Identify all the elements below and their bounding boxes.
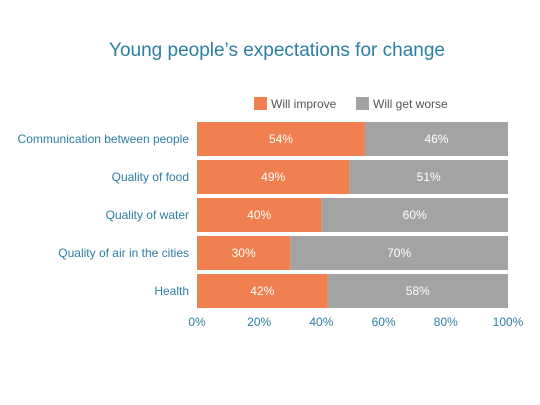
legend-swatch — [254, 97, 267, 110]
bar-segment-improve — [197, 122, 365, 156]
legend-label: Will get worse — [373, 97, 448, 111]
bar-segment-improve — [197, 236, 291, 270]
bar-segment-worse — [349, 160, 508, 194]
bar-value-label: 58% — [406, 284, 430, 298]
bar-value-label: 40% — [247, 208, 271, 222]
bar-value-label: 60% — [403, 208, 427, 222]
legend: Will improve Will get worse — [254, 97, 448, 111]
x-tick-label: 20% — [247, 315, 271, 329]
bar-segment-worse — [321, 198, 508, 232]
category-label: Quality of air in the cities — [58, 246, 189, 260]
legend-label: Will improve — [271, 97, 337, 111]
bar-segment-improve — [197, 160, 350, 194]
bar-segment-worse — [327, 274, 508, 308]
category-label: Health — [154, 284, 189, 298]
bar-segment-worse — [290, 236, 508, 270]
bar-segment-improve — [197, 198, 322, 232]
x-tick-label: 100% — [493, 315, 524, 329]
x-tick-label: 80% — [434, 315, 458, 329]
bar-value-label: 46% — [424, 132, 448, 146]
bar-segment-worse — [364, 122, 508, 156]
bar-value-label: 30% — [232, 246, 256, 260]
bar-value-label: 51% — [417, 170, 441, 184]
chart-title: Young people’s expectations for change — [109, 40, 445, 61]
category-label: Quality of food — [112, 170, 189, 184]
x-axis: 0% 20% 40% 60% 80% 100% — [188, 315, 523, 329]
x-tick-label: 40% — [309, 315, 333, 329]
bar-segment-improve — [197, 274, 328, 308]
bars: Communication between people 54% 46% Qualit… — [18, 122, 508, 308]
category-label: Communication between people — [18, 132, 190, 146]
legend-swatch — [356, 97, 369, 110]
bar-value-label: 54% — [269, 132, 293, 146]
category-label: Quality of water — [106, 208, 189, 222]
x-tick-label: 60% — [372, 315, 396, 329]
bar-value-label: 49% — [261, 170, 285, 184]
bar-value-label: 42% — [250, 284, 274, 298]
x-tick-label: 0% — [188, 315, 206, 329]
bar-value-label: 70% — [387, 246, 411, 260]
